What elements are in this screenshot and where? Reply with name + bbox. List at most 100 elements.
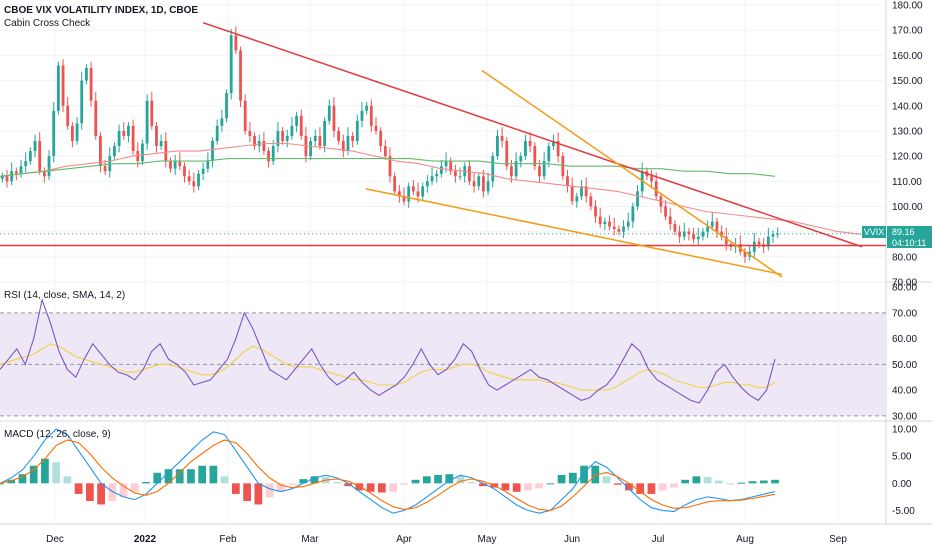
candle-body bbox=[439, 166, 443, 174]
rsi-tick-label: 30.00 bbox=[892, 411, 917, 422]
macd-histogram-bar bbox=[220, 476, 229, 484]
macd-histogram-bar bbox=[568, 472, 577, 484]
candle-body bbox=[164, 141, 168, 162]
macd-tick-label: 10.00 bbox=[892, 425, 917, 436]
macd-histogram-bar bbox=[557, 474, 566, 484]
macd-histogram-bar bbox=[658, 483, 667, 491]
macd-histogram-bar bbox=[265, 483, 274, 498]
macd-histogram-bar bbox=[445, 474, 454, 484]
macd-histogram-bar bbox=[231, 483, 240, 494]
candle-body bbox=[327, 105, 331, 121]
macd-histogram-bar bbox=[142, 481, 150, 484]
candle-body bbox=[771, 234, 775, 237]
macd-histogram-bar bbox=[85, 483, 94, 501]
macd-histogram-bar bbox=[591, 465, 600, 484]
price-tick-label: 100.00 bbox=[892, 202, 923, 213]
candle-body bbox=[720, 231, 724, 237]
candle-body bbox=[706, 226, 710, 232]
macd-histogram-bar bbox=[748, 481, 757, 484]
rsi-band bbox=[0, 312, 886, 417]
macd-histogram-bar bbox=[389, 483, 397, 492]
candle-body bbox=[500, 135, 504, 141]
candle-body bbox=[710, 221, 714, 227]
rsi-tick-label: 60.00 bbox=[892, 334, 917, 345]
macd-histogram-bar bbox=[771, 479, 779, 484]
x-tick-label: Feb bbox=[219, 534, 237, 545]
macd-histogram-bar bbox=[52, 462, 61, 484]
candle-body bbox=[281, 130, 284, 141]
macd-histogram-bar bbox=[759, 480, 768, 484]
candle-body bbox=[482, 176, 485, 192]
macd-histogram-bar bbox=[580, 465, 588, 484]
trendline-drawings[interactable] bbox=[0, 21, 886, 278]
chart-title-legend[interactable]: CBOE VIX VOLATILITY INDEX, 1D, CBOE bbox=[4, 5, 198, 17]
candle-body bbox=[444, 161, 448, 167]
candle-body bbox=[472, 181, 476, 187]
macd-histogram-bar bbox=[164, 469, 173, 484]
macd-legend[interactable]: MACD (12, 26, close, 9) bbox=[4, 429, 111, 441]
symbol-title: CBOE VIX VOLATILITY INDEX, 1D, CBOE bbox=[4, 5, 199, 16]
candle-body bbox=[561, 156, 565, 177]
candle-body bbox=[603, 221, 607, 225]
candle-body bbox=[757, 241, 761, 245]
macd-histogram-bar bbox=[187, 469, 195, 484]
x-tick-label: Jul bbox=[652, 534, 665, 545]
rsi-legend[interactable]: RSI (14, close, SMA, 14, 2) bbox=[4, 290, 125, 302]
macd-histogram-bar bbox=[737, 482, 746, 484]
macd-histogram-bar bbox=[355, 483, 364, 491]
rsi-tick-label: 80.00 bbox=[892, 283, 917, 294]
x-tick-label: May bbox=[478, 534, 497, 545]
candle-body bbox=[47, 156, 51, 177]
macd-histogram-bar bbox=[288, 483, 296, 485]
candle-body bbox=[776, 233, 780, 235]
x-tick-label: Aug bbox=[736, 534, 754, 545]
macd-pane[interactable] bbox=[0, 428, 779, 514]
price-tick-label: 170.00 bbox=[892, 26, 923, 37]
candle-body bbox=[514, 161, 518, 177]
candle-body bbox=[61, 65, 65, 106]
candle-body bbox=[201, 168, 205, 174]
macd-histogram-bar bbox=[344, 483, 353, 487]
macd-histogram-bar bbox=[681, 479, 690, 484]
candle-body bbox=[369, 105, 373, 126]
candle-body bbox=[374, 125, 378, 131]
candle-body bbox=[608, 221, 611, 227]
candle-body bbox=[80, 80, 84, 124]
price-tick-label: 120.00 bbox=[892, 152, 923, 163]
candle-body bbox=[155, 125, 158, 147]
candle-body bbox=[505, 141, 509, 167]
macd-histogram-bar bbox=[254, 483, 263, 505]
candle-body bbox=[612, 226, 616, 230]
candle-body bbox=[477, 176, 481, 187]
candle-body bbox=[99, 135, 102, 167]
candle-body bbox=[56, 65, 60, 111]
price-pane[interactable] bbox=[0, 26, 886, 264]
price-tick-label: 70.00 bbox=[892, 278, 917, 289]
rsi-label: RSI (14, close, SMA, 14, 2) bbox=[4, 290, 126, 301]
rsi-pane[interactable] bbox=[0, 298, 776, 404]
candle-body bbox=[617, 229, 621, 232]
axes: Dec 2022 Feb Mar Apr May Jun Jul Aug Sep 180.00 170… bbox=[46, 1, 923, 545]
candle-body bbox=[295, 115, 298, 126]
macd-histogram-bar bbox=[119, 483, 128, 498]
macd-histogram-bar bbox=[18, 474, 27, 484]
price-tick-label: 80.00 bbox=[892, 252, 917, 263]
candle-body bbox=[192, 181, 196, 187]
indicator-legend[interactable]: Cabin Cross Check bbox=[4, 18, 90, 30]
candle-body bbox=[24, 161, 28, 167]
candle-body bbox=[556, 141, 560, 157]
wedge-support-line bbox=[365, 188, 783, 276]
candle-body bbox=[458, 176, 462, 178]
candle-body bbox=[341, 141, 345, 152]
candle-body bbox=[580, 186, 583, 197]
candle-body bbox=[766, 236, 770, 247]
candle-body bbox=[668, 216, 672, 225]
macd-histogram-bar bbox=[512, 483, 521, 492]
macd-histogram-bar bbox=[153, 472, 162, 484]
price-tick-label: 110.00 bbox=[892, 177, 922, 188]
candle-body bbox=[542, 161, 546, 177]
candle-body bbox=[178, 161, 182, 167]
grid bbox=[0, 0, 886, 524]
macd-histogram-bar bbox=[636, 483, 645, 494]
price-tag-symbol: VVIX bbox=[864, 227, 885, 237]
